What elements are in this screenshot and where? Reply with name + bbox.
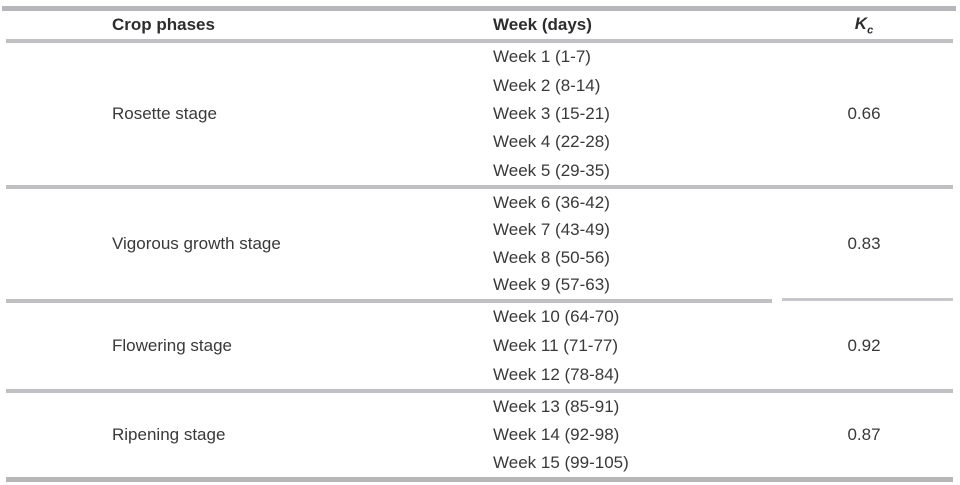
crop-phase-cell: Vigorous growth stage [6, 189, 480, 299]
table-bottom-rule [6, 477, 953, 482]
crop-phase-label: Rosette stage [112, 104, 217, 123]
weeks-cell: Week 10 (64-70) Week 11 (71-77) Week 12 … [480, 303, 775, 389]
section-divider-split [6, 298, 953, 303]
table-section-flowering: Flowering stage Week 10 (64-70) Week 11 … [6, 303, 953, 389]
crop-phase-cell: Rosette stage [6, 43, 480, 185]
header-kc: Kc [775, 14, 953, 36]
week-row: Week 14 (92-98) [493, 425, 620, 444]
header-week-days: Week (days) [493, 15, 592, 34]
kc-symbol: Kc [854, 13, 874, 37]
weeks-cell: Week 6 (36-42) Week 7 (43-49) Week 8 (50… [480, 189, 775, 299]
table-top-rule [2, 6, 956, 11]
week-row: Week 1 (1-7) [493, 47, 591, 67]
table-section-vigorous-growth: Vigorous growth stage Week 6 (36-42) Wee… [6, 189, 953, 299]
divider-segment-right [782, 298, 953, 301]
week-row: Week 2 (8-14) [493, 75, 601, 95]
week-row: Week 5 (29-35) [493, 160, 610, 180]
crop-phase-cell: Ripening stage [6, 393, 480, 477]
crop-phase-label: Ripening stage [112, 425, 226, 444]
week-row: Week 3 (15-21) [493, 104, 610, 124]
divider-segment-left [6, 299, 772, 303]
table-section-ripening: Ripening stage Week 13 (85-91) Week 14 (… [6, 393, 953, 477]
header-crop-phases: Crop phases [112, 15, 215, 34]
crop-phase-label: Flowering stage [112, 336, 233, 355]
kc-value: 0.87 [847, 425, 881, 444]
weeks-cell: Week 13 (85-91) Week 14 (92-98) Week 15 … [480, 393, 775, 477]
kc-symbol-subscript: c [867, 24, 874, 37]
week-row: Week 13 (85-91) [493, 397, 620, 416]
kc-value: 0.66 [847, 104, 881, 123]
weeks-cell: Week 1 (1-7) Week 2 (8-14) Week 3 (15-21… [480, 43, 775, 185]
kc-value: 0.83 [847, 234, 881, 253]
week-row: Week 8 (50-56) [493, 247, 610, 267]
crop-phase-label: Vigorous growth stage [112, 234, 281, 253]
section-divider [6, 389, 953, 393]
section-divider [6, 185, 953, 189]
crop-coefficient-table: Crop phases Week (days) Kc Rosette stage… [6, 11, 953, 482]
week-row: Week 4 (22-28) [493, 132, 610, 152]
kc-symbol-base: K [854, 13, 868, 33]
kc-value: 0.92 [847, 336, 881, 355]
week-row: Week 6 (36-42) [493, 192, 610, 212]
week-row: Week 15 (99-105) [493, 453, 629, 472]
table-header-row: Crop phases Week (days) Kc [6, 11, 953, 39]
crop-phase-cell: Flowering stage [6, 303, 480, 389]
week-row: Week 11 (71-77) [493, 336, 619, 355]
week-row: Week 7 (43-49) [493, 220, 610, 240]
header-divider [6, 39, 953, 43]
table-section-rosette: Rosette stage Week 1 (1-7) Week 2 (8-14)… [6, 43, 953, 185]
week-row: Week 12 (78-84) [493, 364, 620, 384]
week-row: Week 10 (64-70) [493, 307, 620, 327]
week-row: Week 9 (57-63) [493, 275, 610, 295]
